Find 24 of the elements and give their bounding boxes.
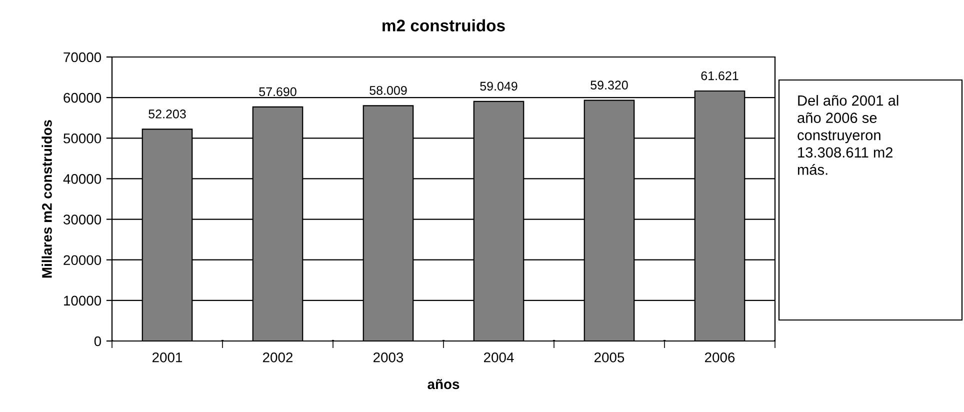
- y-tick-label: 0: [94, 336, 102, 346]
- x-tick-label: 2006: [705, 352, 735, 362]
- x-axis-title: años: [428, 379, 460, 390]
- chart-title: m2 construidos: [382, 19, 505, 32]
- data-label: 59.320: [590, 80, 628, 90]
- x-tick-label: 2003: [374, 352, 404, 362]
- y-tick-label: 30000: [63, 214, 102, 224]
- x-tick-label: 2002: [263, 352, 293, 362]
- x-tick-label: 2004: [484, 352, 514, 362]
- y-tick-label: 40000: [63, 174, 102, 184]
- y-tick-label: 10000: [64, 296, 102, 306]
- data-label: 52.203: [148, 110, 186, 118]
- y-tick-label: 20000: [64, 255, 102, 266]
- y-tick-label: 50000: [64, 133, 102, 144]
- y-tick-label: 70000: [64, 52, 102, 62]
- x-tick-label: 2005: [594, 352, 624, 362]
- x-tick-label: 2001: [152, 352, 182, 362]
- y-axis-title: Millares m2 construidos: [42, 120, 52, 278]
- data-label: 58.009: [370, 86, 407, 95]
- data-label: 57.690: [259, 87, 296, 96]
- y-tick-label: 60000: [64, 92, 102, 103]
- data-label: 61.621: [701, 71, 738, 80]
- text: Del año 2001 al año 2006 se construyeron 13.308.611 m2 más.: [798, 95, 898, 175]
- data-label: 59.049: [480, 82, 518, 91]
